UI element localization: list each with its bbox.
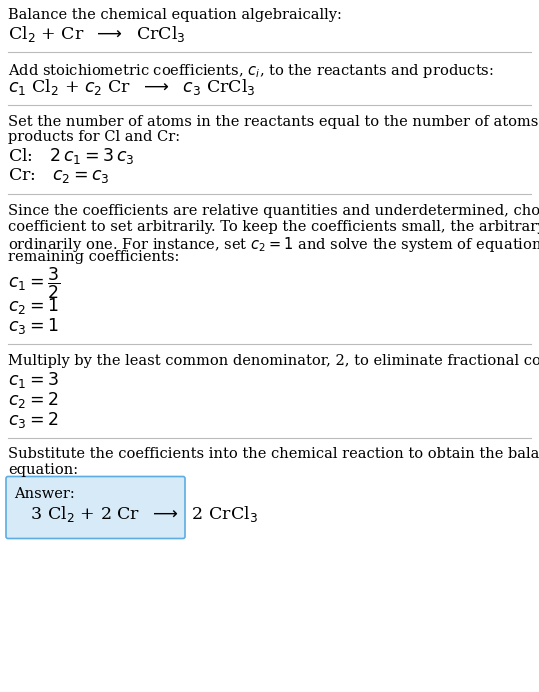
Text: Set the number of atoms in the reactants equal to the number of atoms in the: Set the number of atoms in the reactants… [8,115,539,129]
Text: Substitute the coefficients into the chemical reaction to obtain the balanced: Substitute the coefficients into the che… [8,448,539,462]
Text: $c_1 = \dfrac{3}{2}$: $c_1 = \dfrac{3}{2}$ [8,266,60,302]
Text: $c_3 = 1$: $c_3 = 1$ [8,316,59,336]
Text: Cl$_2$ + Cr  $\longrightarrow$  CrCl$_3$: Cl$_2$ + Cr $\longrightarrow$ CrCl$_3$ [8,24,185,44]
Text: Multiply by the least common denominator, 2, to eliminate fractional coefficient: Multiply by the least common denominator… [8,354,539,368]
Text: Balance the chemical equation algebraically:: Balance the chemical equation algebraica… [8,8,342,22]
Text: Add stoichiometric coefficients, $c_i$, to the reactants and products:: Add stoichiometric coefficients, $c_i$, … [8,62,494,80]
Text: products for Cl and Cr:: products for Cl and Cr: [8,131,180,145]
Text: coefficient to set arbitrarily. To keep the coefficients small, the arbitrary va: coefficient to set arbitrarily. To keep … [8,219,539,233]
Text: $c_2 = 2$: $c_2 = 2$ [8,390,58,410]
FancyBboxPatch shape [6,477,185,538]
Text: Since the coefficients are relative quantities and underdetermined, choose a: Since the coefficients are relative quan… [8,204,539,218]
Text: $c_1$ Cl$_2$ + $c_2$ Cr  $\longrightarrow$  $c_3$ CrCl$_3$: $c_1$ Cl$_2$ + $c_2$ Cr $\longrightarrow… [8,77,255,97]
Text: $c_3 = 2$: $c_3 = 2$ [8,410,58,430]
Text: equation:: equation: [8,463,78,477]
Text: $c_2 = 1$: $c_2 = 1$ [8,296,59,316]
Text: Cr:   $c_2 = c_3$: Cr: $c_2 = c_3$ [8,166,109,185]
Text: ordinarily one. For instance, set $c_2 = 1$ and solve the system of equations fo: ordinarily one. For instance, set $c_2 =… [8,235,539,254]
Text: $c_1 = 3$: $c_1 = 3$ [8,370,59,390]
Text: Answer:: Answer: [14,486,75,500]
Text: remaining coefficients:: remaining coefficients: [8,251,179,264]
Text: 3 Cl$_2$ + 2 Cr  $\longrightarrow$  2 CrCl$_3$: 3 Cl$_2$ + 2 Cr $\longrightarrow$ 2 CrCl… [14,504,258,525]
Text: Cl:   $2\,c_1 = 3\,c_3$: Cl: $2\,c_1 = 3\,c_3$ [8,146,134,166]
